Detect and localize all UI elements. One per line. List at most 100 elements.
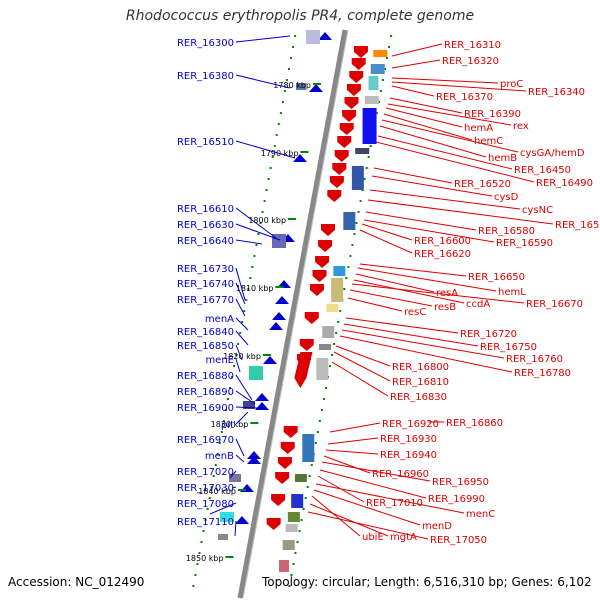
- forward-gene-arrow: [318, 32, 332, 40]
- forward-leader-line: [229, 470, 237, 479]
- reverse-leader-line: [347, 297, 403, 312]
- reverse-gene-label: hemB: [488, 153, 517, 164]
- reverse-gene-label: RER_16800: [392, 362, 449, 373]
- reverse-gene-arrow: [277, 457, 292, 469]
- reverse-gene-block: [333, 266, 346, 276]
- reverse-gene-label: rex: [513, 121, 529, 132]
- reverse-gene-block: [343, 212, 356, 230]
- reverse-gene-arrow: [321, 224, 336, 236]
- reverse-gene-arrow: [353, 46, 368, 58]
- reverse-gene-block: [282, 540, 295, 550]
- reverse-leader-line: [359, 263, 467, 277]
- reverse-gene-block: [322, 326, 335, 338]
- reverse-gene-block: [368, 76, 379, 90]
- reverse-gene-block: [318, 344, 331, 350]
- forward-gene-arrow: [247, 456, 261, 464]
- reverse-leader-line: [325, 449, 379, 455]
- reverse-leader-line: [367, 199, 554, 225]
- reverse-leader-line: [375, 141, 535, 183]
- reverse-strand-dot: [329, 365, 332, 367]
- reverse-gene-label: cysGA/hemD: [520, 148, 585, 159]
- forward-leader-line: [209, 502, 237, 515]
- forward-leader-line: [235, 411, 249, 425]
- reverse-leader-line: [365, 211, 477, 231]
- forward-strand-dot: [204, 519, 207, 521]
- scale-label: 1810 kbp: [236, 284, 274, 293]
- reverse-gene-arrow: [315, 256, 330, 268]
- forward-strand-dot: [287, 68, 290, 70]
- reverse-leader-line: [315, 483, 465, 514]
- forward-gene-label: RER_16740: [177, 279, 234, 290]
- reverse-gene-block: [287, 512, 300, 522]
- forward-strand-dot: [257, 233, 260, 235]
- reverse-gene-label: RER_16920: [382, 419, 439, 430]
- reverse-leader-line: [357, 267, 497, 292]
- scale-label: 1850 kbp: [186, 554, 224, 563]
- leader-lines: [209, 35, 554, 540]
- forward-strand-dot: [210, 486, 213, 488]
- forward-strand-dot: [241, 321, 244, 323]
- reverse-strand-dot: [383, 68, 386, 70]
- reverse-gene-label: RER_16990: [428, 494, 485, 505]
- reverse-leader-line: [391, 77, 499, 84]
- forward-strand-dot: [220, 431, 223, 433]
- reverse-gene-arrow: [344, 97, 359, 109]
- reverse-strand-dot: [314, 442, 317, 444]
- reverse-gene-arrow: [280, 442, 295, 454]
- forward-strand-dot: [196, 563, 199, 565]
- forward-gene-block: [220, 512, 234, 522]
- reverse-gene-label: RER_16390: [464, 109, 521, 120]
- backbone-line: [237, 29, 348, 599]
- forward-leader-line: [235, 454, 245, 463]
- reverse-strand-dot: [347, 266, 350, 268]
- reverse-gene-label: RER_16620: [414, 249, 471, 260]
- reverse-gene-block: [331, 278, 344, 302]
- reverse-gene-block: [364, 96, 379, 104]
- forward-gene-label: RER_16630: [177, 220, 234, 231]
- forward-leader-line: [235, 406, 259, 409]
- reverse-strand-dot: [310, 464, 313, 466]
- forward-leader-line: [235, 239, 263, 245]
- reverse-gene-label: RER_16810: [392, 377, 449, 388]
- forward-gene-label: RER_17020: [177, 467, 234, 478]
- reverse-gene-arrow: [266, 518, 281, 530]
- forward-gene-label: RER_16730: [177, 264, 234, 275]
- forward-gene-arrow: [293, 154, 307, 162]
- reverse-strand-dot: [386, 57, 389, 59]
- forward-gene-label: RER_16770: [177, 295, 234, 306]
- reverse-strand-dot: [339, 310, 342, 312]
- reverse-gene-labels: RER_16310 RER_16320 proC RER_16340 RER_16370…: [362, 40, 600, 546]
- forward-strand-dot: [239, 332, 242, 334]
- forward-strand-dot: [277, 123, 280, 125]
- reverse-gene-label: RER_16520: [454, 179, 511, 190]
- reverse-strand-dot: [304, 497, 307, 499]
- reverse-strand-dot: [290, 574, 293, 576]
- forward-strand-dot: [243, 310, 246, 312]
- forward-leader-line: [235, 344, 243, 361]
- forward-strand-dot: [269, 167, 272, 169]
- reverse-strand-dot: [388, 46, 391, 48]
- reverse-gene-arrow: [332, 163, 347, 175]
- reverse-strand-dot: [333, 343, 336, 345]
- forward-leader-line: [235, 207, 277, 239]
- reverse-gene-label: cysD: [494, 192, 519, 203]
- reverse-gene-block: [291, 494, 304, 508]
- reverse-strand-dot: [353, 233, 356, 235]
- forward-strand-dot: [198, 552, 201, 554]
- reverse-gene-label: RER_16370: [436, 92, 493, 103]
- forward-gene-label: menA: [205, 314, 234, 325]
- forward-leader-line: [235, 358, 241, 373]
- reverse-strand-dot: [308, 475, 311, 477]
- forward-leader-line: [235, 223, 281, 241]
- forward-gene-block: [243, 401, 255, 409]
- forward-gene-label: RER_16300: [177, 38, 234, 49]
- scale-label: 1800 kbp: [248, 216, 286, 225]
- reverse-gene-label: RER_16940: [380, 450, 437, 461]
- reverse-leader-line: [353, 279, 465, 304]
- reverse-gene-arrow: [294, 352, 313, 388]
- forward-gene-arrow: [309, 84, 323, 92]
- reverse-leader-line: [383, 113, 473, 141]
- reverse-gene-arrow: [346, 84, 361, 96]
- forward-strand-dot: [265, 189, 268, 191]
- reverse-leader-line: [349, 289, 433, 307]
